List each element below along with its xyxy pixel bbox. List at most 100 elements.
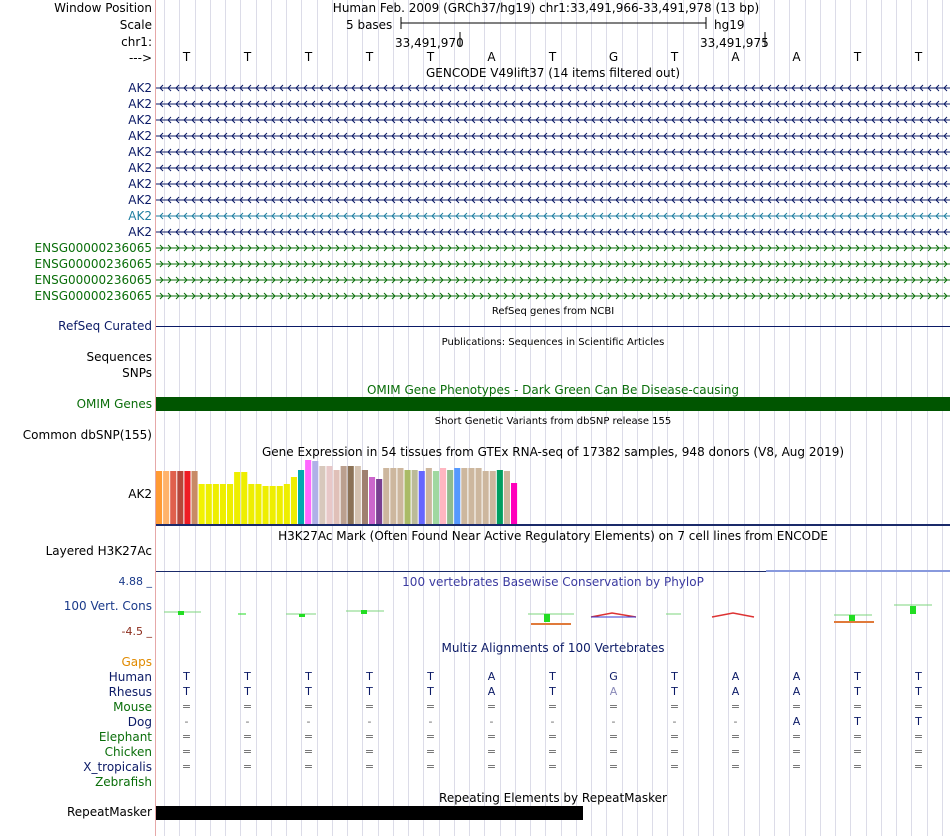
- gtex-tissue-bar[interactable]: [369, 477, 376, 524]
- gencode-item-label[interactable]: AK2: [128, 177, 152, 191]
- repeat-feature[interactable]: [156, 806, 583, 820]
- gencode-feature[interactable]: [156, 132, 950, 140]
- gencode-feature[interactable]: [156, 164, 950, 172]
- gtex-bar-chart[interactable]: [156, 460, 950, 526]
- species-label[interactable]: Rhesus: [108, 685, 152, 699]
- gencode-item-label[interactable]: ENSG00000236065: [34, 241, 152, 255]
- gencode-feature[interactable]: [156, 260, 950, 268]
- species-label[interactable]: Mouse: [113, 700, 152, 714]
- gtex-tissue-bar[interactable]: [454, 468, 461, 524]
- gtex-tissue-bar[interactable]: [383, 468, 390, 524]
- gtex-tissue-bar[interactable]: [482, 471, 489, 524]
- gtex-tissue-bar[interactable]: [496, 470, 503, 524]
- gtex-tissue-bar[interactable]: [184, 471, 191, 524]
- gencode-feature[interactable]: [156, 276, 950, 284]
- gtex-tissue-bar[interactable]: [361, 470, 368, 524]
- gencode-feature[interactable]: [156, 292, 950, 300]
- gtex-tissue-bar[interactable]: [511, 483, 518, 524]
- gtex-tissue-bar[interactable]: [347, 466, 354, 524]
- gtex-tissue-bar[interactable]: [290, 477, 297, 524]
- h3k27ac-label[interactable]: Layered H3K27Ac: [45, 544, 152, 558]
- species-label[interactable]: Dog: [127, 715, 152, 729]
- gencode-feature[interactable]: [156, 84, 950, 92]
- repeatmasker-label[interactable]: RepeatMasker: [66, 805, 152, 819]
- pubs-snps-label[interactable]: SNPs: [122, 366, 152, 380]
- refseq-label[interactable]: RefSeq Curated: [58, 319, 152, 333]
- gtex-tissue-bar[interactable]: [326, 466, 333, 524]
- gtex-tissue-bar[interactable]: [276, 486, 283, 524]
- gtex-tissue-bar[interactable]: [397, 468, 404, 524]
- species-label[interactable]: X_tropicalis: [83, 760, 152, 774]
- gencode-features[interactable]: [156, 80, 950, 304]
- gtex-tissue-bar[interactable]: [219, 484, 226, 524]
- gtex-tissue-bar[interactable]: [447, 470, 454, 524]
- gtex-tissue-bar[interactable]: [333, 470, 340, 524]
- species-label[interactable]: Chicken: [104, 745, 152, 759]
- gencode-item-label[interactable]: ENSG00000236065: [34, 257, 152, 271]
- gtex-tissue-bar[interactable]: [440, 468, 447, 524]
- gencode-feature[interactable]: [156, 228, 950, 236]
- gtex-tissue-bar[interactable]: [489, 471, 496, 524]
- gtex-tissue-bar[interactable]: [283, 484, 290, 524]
- gtex-tissue-bar[interactable]: [376, 479, 383, 524]
- gtex-tissue-bar[interactable]: [269, 486, 276, 524]
- gencode-feature[interactable]: [156, 180, 950, 188]
- gencode-feature[interactable]: [156, 196, 950, 204]
- h3k27ac-signal[interactable]: [766, 570, 950, 572]
- species-label[interactable]: Human: [108, 670, 152, 684]
- gencode-feature[interactable]: [156, 116, 950, 124]
- gtex-tissue-bar[interactable]: [475, 468, 482, 524]
- gencode-item-label[interactable]: AK2: [128, 209, 152, 223]
- gtex-tissue-bar[interactable]: [248, 484, 255, 524]
- gtex-tissue-bar[interactable]: [418, 471, 425, 524]
- gtex-tissue-bar[interactable]: [262, 486, 269, 524]
- gencode-item-label[interactable]: ENSG00000236065: [34, 273, 152, 287]
- gtex-tissue-bar[interactable]: [234, 472, 241, 524]
- gencode-item-label[interactable]: AK2: [128, 113, 152, 127]
- gencode-item-label[interactable]: AK2: [128, 97, 152, 111]
- gencode-feature[interactable]: [156, 148, 950, 156]
- gtex-tissue-bar[interactable]: [461, 468, 468, 524]
- gencode-feature[interactable]: [156, 244, 950, 252]
- refseq-feature-line[interactable]: [156, 326, 950, 327]
- gtex-tissue-bar[interactable]: [241, 472, 248, 524]
- gtex-tissue-bar[interactable]: [390, 468, 397, 524]
- gtex-tissue-bar[interactable]: [298, 470, 305, 524]
- gtex-tissue-bar[interactable]: [425, 468, 432, 524]
- gtex-tissue-bar[interactable]: [312, 461, 319, 524]
- gtex-tissue-bar[interactable]: [503, 471, 510, 524]
- gencode-item-label[interactable]: AK2: [128, 145, 152, 159]
- gtex-tissue-bar[interactable]: [156, 471, 163, 524]
- gtex-tissue-bar[interactable]: [411, 470, 418, 524]
- gencode-item-label[interactable]: AK2: [128, 225, 152, 239]
- gencode-item-label[interactable]: AK2: [128, 129, 152, 143]
- cons-plot[interactable]: [156, 600, 950, 630]
- gtex-tissue-bar[interactable]: [432, 471, 439, 524]
- gtex-tissue-bar[interactable]: [468, 468, 475, 524]
- gencode-feature[interactable]: [156, 212, 950, 220]
- gencode-feature[interactable]: [156, 100, 950, 108]
- gtex-tissue-bar[interactable]: [227, 484, 234, 524]
- gtex-tissue-bar[interactable]: [163, 471, 170, 524]
- gencode-item-label[interactable]: AK2: [128, 161, 152, 175]
- gtex-tissue-bar[interactable]: [255, 484, 262, 524]
- gtex-tissue-bar[interactable]: [170, 471, 177, 524]
- omim-label[interactable]: OMIM Genes: [76, 397, 152, 411]
- omim-feature[interactable]: [156, 397, 950, 411]
- gencode-item-label[interactable]: ENSG00000236065: [34, 289, 152, 303]
- gtex-tissue-bar[interactable]: [319, 466, 326, 524]
- gtex-tissue-bar[interactable]: [205, 484, 212, 524]
- gtex-tissue-bar[interactable]: [191, 471, 198, 524]
- gtex-tissue-bar[interactable]: [305, 460, 312, 524]
- species-label[interactable]: Zebrafish: [95, 775, 152, 789]
- cons-label[interactable]: 100 Vert. Cons: [63, 599, 152, 613]
- species-label[interactable]: Elephant: [98, 730, 152, 744]
- gencode-item-label[interactable]: AK2: [128, 81, 152, 95]
- gtex-tissue-bar[interactable]: [198, 484, 205, 524]
- gtex-tissue-bar[interactable]: [354, 466, 361, 524]
- dbsnp-label[interactable]: Common dbSNP(155): [22, 428, 152, 442]
- gtex-tissue-bar[interactable]: [177, 471, 184, 524]
- pubs-sequences-label[interactable]: Sequences: [86, 350, 152, 364]
- gtex-tissue-bar[interactable]: [212, 484, 219, 524]
